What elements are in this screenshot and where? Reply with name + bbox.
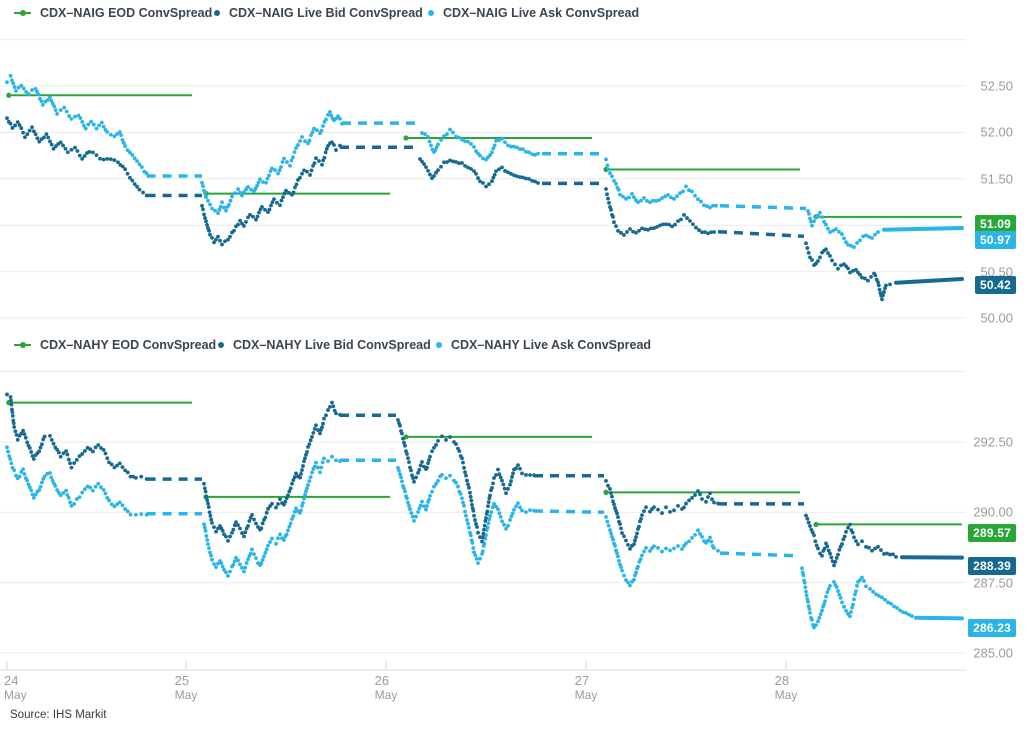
y-axis-label: 285.00	[973, 645, 1013, 661]
last-value-badge: 50.97	[974, 230, 1016, 249]
eod-line-dot-icon	[14, 341, 31, 349]
y-axis-label: 50.50	[980, 264, 1013, 280]
dot-icon	[218, 342, 224, 348]
y-axis-label: 290.00	[973, 504, 1013, 520]
last-value-badge: 288.39	[968, 556, 1016, 575]
legend-item-nahy-live-bid[interactable]: CDX–NAHY Live Bid ConvSpread	[218, 337, 431, 353]
legend-label: CDX–NAIG EOD ConvSpread	[40, 6, 213, 20]
y-axis-label: 52.50	[980, 78, 1013, 94]
last-value-badge: 51.09	[974, 214, 1016, 233]
x-axis-label: 27 May	[574, 673, 598, 702]
dot-icon	[428, 10, 434, 16]
y-axis-label: 52.00	[980, 124, 1013, 140]
legend-item-naig-eod[interactable]: CDX–NAIG EOD ConvSpread	[14, 5, 212, 21]
last-value-badge: 50.42	[974, 276, 1016, 295]
x-axis-label: 25 May	[174, 673, 198, 702]
legend-item-nahy-live-ask[interactable]: CDX–NAHY Live Ask ConvSpread	[436, 337, 651, 353]
last-value-badge: 286.23	[968, 619, 1016, 638]
legend-item-nahy-eod[interactable]: CDX–NAHY EOD ConvSpread	[14, 337, 216, 353]
legend-label: CDX–NAIG Live Ask ConvSpread	[443, 6, 640, 20]
y-axis-label: 51.50	[980, 171, 1013, 187]
legend-item-naig-live-bid[interactable]: CDX–NAIG Live Bid ConvSpread	[214, 5, 423, 21]
dot-icon	[214, 10, 220, 16]
last-value-badge: 289.57	[968, 524, 1016, 543]
legend-label: CDX–NAHY EOD ConvSpread	[40, 338, 217, 352]
legend-label: CDX–NAIG Live Bid ConvSpread	[229, 6, 423, 20]
y-axis-label: 292.50	[973, 434, 1013, 450]
x-axis-label: 28 May	[774, 673, 798, 702]
legend-item-naig-live-ask[interactable]: CDX–NAIG Live Ask ConvSpread	[428, 5, 639, 21]
y-axis-label: 287.50	[973, 575, 1013, 591]
y-axis-label: 50.00	[980, 310, 1013, 326]
dot-icon	[436, 342, 442, 348]
legend-label: CDX–NAHY Live Bid ConvSpread	[233, 338, 431, 352]
x-axis-label: 24 May	[4, 673, 27, 702]
eod-line-dot-icon	[14, 9, 31, 17]
x-axis-label: 26 May	[374, 673, 398, 702]
legend-label: CDX–NAHY Live Ask ConvSpread	[451, 338, 652, 352]
source-credit: Source: IHS Markit	[10, 709, 107, 721]
